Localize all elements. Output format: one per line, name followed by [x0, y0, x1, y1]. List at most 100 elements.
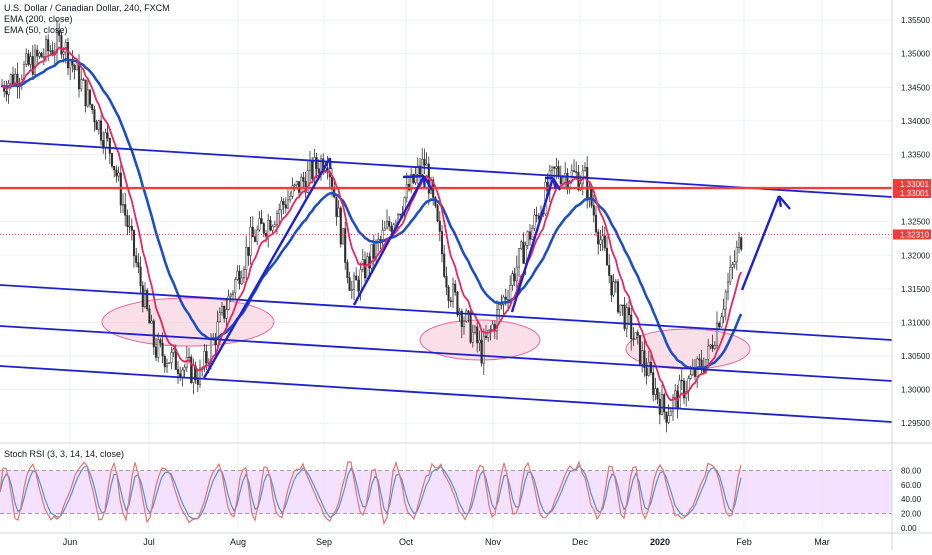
candle-body — [168, 363, 170, 364]
candle-body — [267, 220, 269, 236]
candle-body — [160, 340, 162, 343]
candle-body — [630, 315, 632, 339]
rsi-tick-label: 80.00 — [901, 466, 922, 475]
candle-body — [8, 83, 10, 94]
candle-body — [285, 205, 287, 208]
price-tick-label: 1.32000 — [901, 251, 930, 260]
candle-body — [274, 225, 276, 227]
candle-body — [670, 411, 672, 415]
candle-body — [437, 206, 439, 221]
time-tick-label: 2020 — [650, 537, 670, 547]
candle-body — [529, 232, 531, 240]
candle-body — [25, 54, 27, 65]
candle-body — [655, 389, 657, 395]
candle-body — [366, 257, 368, 278]
time-tick-label: Oct — [399, 537, 414, 547]
candle-body — [567, 173, 569, 188]
candle-body — [254, 237, 256, 242]
candle-body — [300, 177, 302, 192]
candle-body — [94, 110, 96, 122]
price-tick-label: 1.30500 — [901, 352, 930, 361]
candle-body — [690, 375, 692, 379]
candle-body — [639, 335, 641, 364]
candle-body — [193, 366, 195, 383]
candle-body — [457, 292, 459, 314]
candle-body — [386, 221, 388, 228]
candle-body — [177, 370, 179, 374]
price-tag-label: 1.33001 — [900, 189, 929, 198]
candle-body — [100, 121, 102, 141]
candle-body — [518, 249, 520, 267]
candle-body — [76, 63, 78, 70]
candle-body — [248, 247, 250, 255]
candle-body — [384, 228, 386, 230]
candle-body — [157, 340, 159, 358]
candle-body — [270, 220, 272, 230]
price-tick-label: 1.31000 — [901, 318, 930, 327]
candle-body — [133, 230, 135, 255]
time-tick-label: Feb — [736, 537, 752, 547]
candle-body — [584, 167, 586, 171]
candle-body — [245, 247, 247, 269]
candle-body — [661, 394, 663, 414]
candle-body — [624, 305, 626, 329]
candle-body — [85, 80, 87, 106]
candle-body — [10, 75, 12, 84]
candle-body — [622, 305, 624, 306]
candle-body — [153, 321, 155, 347]
candle-body — [241, 278, 243, 284]
candle-body — [536, 215, 538, 216]
rsi-tick-label: 0.00 — [901, 524, 917, 533]
candle-body — [336, 197, 338, 217]
candle-body — [80, 80, 82, 89]
candle-body — [712, 345, 714, 349]
candle-body — [61, 35, 63, 54]
candle-body — [219, 313, 221, 322]
candle-body — [197, 380, 199, 385]
candle-body — [232, 293, 234, 295]
candle-body — [164, 356, 166, 367]
candle-body — [78, 63, 80, 89]
candle-body — [69, 61, 71, 68]
candle-body — [498, 305, 500, 310]
candle-body — [67, 42, 69, 68]
candle-body — [28, 54, 30, 65]
candle-body — [184, 367, 186, 370]
candle-body — [131, 226, 133, 230]
price-tick-label: 1.34000 — [901, 117, 930, 126]
candle-body — [373, 244, 375, 258]
candle-body — [646, 368, 648, 376]
candle-body — [243, 270, 245, 278]
candle-body — [278, 210, 280, 214]
candle-body — [391, 226, 393, 231]
candle-body — [265, 233, 267, 236]
candle-body — [283, 201, 285, 204]
candle-body — [657, 389, 659, 399]
candle-body — [575, 172, 577, 173]
candle-body — [140, 267, 142, 286]
candle-body — [514, 274, 516, 281]
rsi-tick-label: 60.00 — [901, 481, 922, 490]
time-tick-label: Mar — [814, 537, 830, 547]
candle-body — [716, 323, 718, 345]
candle-body — [668, 416, 670, 423]
candle-body — [736, 247, 738, 261]
price-tick-label: 1.35500 — [901, 16, 930, 25]
candle-body — [98, 121, 100, 130]
candle-body — [118, 173, 120, 176]
candle-body — [318, 169, 320, 173]
candle-body — [619, 305, 621, 312]
candle-body — [380, 239, 382, 240]
candle-body — [604, 236, 606, 248]
candle-body — [650, 362, 652, 372]
candle-body — [239, 271, 241, 284]
candle-body — [276, 214, 278, 225]
candle-body — [83, 80, 85, 81]
candle-body — [615, 282, 617, 283]
candle-body — [63, 52, 65, 54]
candle-body — [635, 332, 637, 339]
candle-body — [600, 240, 602, 244]
candle-body — [479, 340, 481, 343]
